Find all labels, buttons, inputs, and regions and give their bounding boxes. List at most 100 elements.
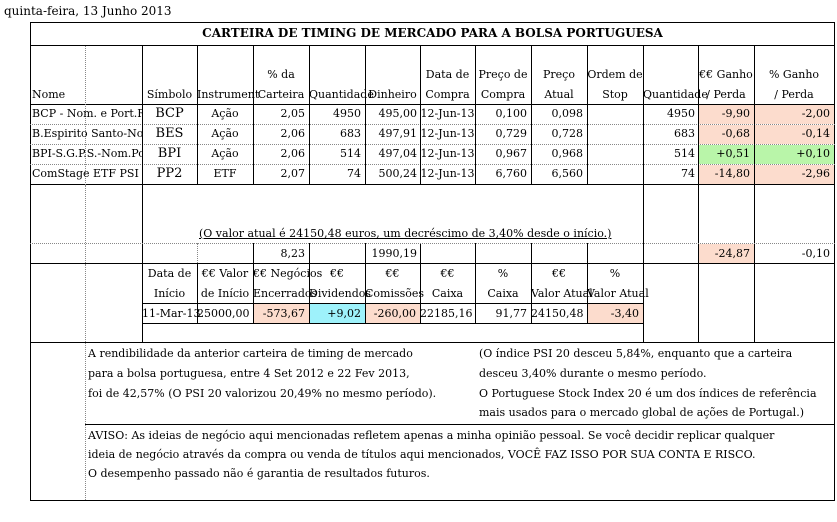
summary-header-8b: Valor Atual (531, 287, 593, 300)
header-data-2: Compra (425, 88, 470, 101)
header-ganho-eur-2: / Perda (706, 88, 746, 101)
header-dinheiro: Dinheiro (368, 88, 417, 101)
summary-header-7a: % (497, 267, 509, 280)
cell-ganho-pct: -2,96 (801, 167, 830, 180)
total-carteira: 8,23 (280, 247, 306, 260)
header-preco-compra-1: Preço de (478, 68, 528, 81)
summary-header-9b: Valor Atual (587, 287, 649, 300)
summary-negocios: -573,67 (262, 307, 305, 320)
cell-dinheiro: 497,91 (378, 127, 418, 140)
cell-ganho-eur: -14,80 (714, 167, 750, 180)
cell-preco-compra: 0,729 (495, 127, 528, 140)
summary-pct-valor-atual: -3,40 (610, 307, 639, 320)
total-ganho-pct: -0,10 (801, 247, 830, 260)
header-ganho-pct-2: / Perda (774, 88, 814, 101)
summary-dividendos: +9,02 (327, 307, 361, 320)
summary-header-8a: €€ (552, 267, 566, 280)
cell-preco-compra: 0,967 (495, 147, 528, 160)
header-preco-atual-1: Preço (543, 68, 575, 81)
cell-simbolo: BPI (157, 146, 182, 161)
header-ganho-eur-1: €€ Ganho (699, 68, 753, 81)
cell-simbolo: BCP (155, 106, 184, 121)
summary-caixa: 22185,16 (420, 307, 473, 320)
cell-quantidade-2: 683 (674, 127, 695, 140)
summary-valor-inicio: 25000,00 (197, 307, 250, 320)
total-ganho-eur: -24,87 (714, 247, 750, 260)
summary-header-2b: de Início (200, 287, 250, 300)
cell-data: 12-Jun-13 (420, 107, 475, 120)
cell-instrument: Ação (211, 107, 239, 120)
header-carteira-1: % da (267, 68, 295, 81)
cell-data: 12-Jun-13 (420, 147, 475, 160)
date-label: quinta-feira, 13 Junho 2013 (4, 4, 172, 18)
cell-preco-atual: 0,968 (551, 147, 584, 160)
cell-nome: BCP - Nom. e Port.Re (32, 107, 142, 120)
cell-instrument: Ação (211, 147, 239, 160)
summary-header-6a: €€ (440, 267, 455, 280)
summary-comissoes: -260,00 (373, 307, 416, 320)
cell-quantidade: 74 (347, 167, 361, 180)
cell-carteira: 2,07 (280, 167, 306, 180)
cell-preco-compra: 6,760 (495, 167, 528, 180)
cell-data: 12-Jun-13 (420, 167, 475, 180)
note-right-line: (O índice PSI 20 desceu 5,84%, enquanto … (479, 347, 793, 360)
cell-quantidade-2: 4950 (667, 107, 695, 120)
summary-valor-atual: 24150,48 (531, 307, 584, 320)
cell-quantidade-2: 74 (681, 167, 695, 180)
cell-quantidade: 514 (340, 147, 361, 160)
summary-header-2a: €€ Valor (201, 267, 249, 280)
summary-header-9a: % (609, 267, 621, 280)
cell-carteira: 2,06 (280, 127, 306, 140)
summary-header-7b: Caixa (487, 287, 519, 300)
header-simbolo: Símbolo (146, 88, 193, 101)
header-ganho-pct-1: % Ganho (768, 68, 820, 81)
note-right-line: desceu 3,40% durante o mesmo período. (479, 367, 707, 380)
cell-ganho-eur: -0,68 (721, 127, 750, 140)
summary-data-inicio: 11-Mar-13 (142, 307, 201, 320)
cell-nome: BPI-S.G.P.S.-Nom.Por (32, 147, 142, 160)
note-left-line: para a bolsa portuguesa, entre 4 Set 201… (88, 367, 410, 380)
header-quantidade: Quantidade (309, 88, 374, 101)
summary-header-5b: Comissões (365, 287, 425, 300)
total-dinheiro: 1990,19 (371, 247, 418, 260)
cell-quantidade-2: 514 (674, 147, 695, 160)
cell-quantidade: 4950 (333, 107, 361, 120)
cell-dinheiro: 500,24 (378, 167, 418, 180)
cell-preco-atual: 0,098 (551, 107, 584, 120)
summary-header-5a: €€ (385, 267, 400, 280)
cell-ganho-pct: +0,10 (796, 147, 830, 160)
cell-simbolo: BES (155, 126, 184, 141)
cell-nome: ComStage ETF PSI 20 (32, 167, 142, 180)
note-left-line: foi de 42,57% (O PSI 20 valorizou 20,49%… (88, 387, 437, 400)
header-nome: Nome (32, 88, 66, 101)
cell-quantidade: 683 (340, 127, 361, 140)
cell-carteira: 2,05 (280, 107, 306, 120)
note-left-line: A rendibilidade da anterior carteira de … (88, 347, 413, 360)
disclaimer-line: O desempenho passado não é garantia de r… (88, 467, 430, 480)
page-title: CARTEIRA DE TIMING DE MERCADO PARA A BOL… (202, 26, 663, 40)
header-instrument: Instrument (197, 88, 260, 101)
summary-header-4b: Dividendos (309, 287, 372, 300)
cell-instrument: ETF (213, 167, 237, 180)
valor-atual-note: (O valor atual é 24150,48 euros, um decr… (199, 227, 612, 240)
summary-pct-caixa: 91,77 (495, 307, 528, 320)
cell-ganho-eur: +0,51 (716, 147, 750, 160)
header-quantidade-2: Quantidade (643, 88, 708, 101)
header-carteira-2: Carteira (257, 88, 305, 101)
header-ordem-2: Stop (602, 88, 628, 101)
cell-dinheiro: 497,04 (378, 147, 418, 160)
cell-ganho-pct: -0,14 (801, 127, 830, 140)
cell-dinheiro: 495,00 (378, 107, 418, 120)
summary-header-3a: €€ Negócios (253, 267, 323, 280)
summary-header-6b: Caixa (431, 287, 464, 300)
summary-header-1b: Início (153, 287, 186, 300)
cell-ganho-eur: -9,90 (721, 107, 750, 120)
cell-carteira: 2,06 (280, 147, 306, 160)
header-preco-compra-2: Compra (480, 88, 526, 101)
header-ordem-1: Ordem de (587, 68, 643, 81)
cell-instrument: Ação (211, 127, 239, 140)
cell-preco-atual: 0,728 (551, 127, 584, 140)
summary-header-1a: Data de (147, 267, 192, 280)
header-data-1: Data de (425, 68, 470, 81)
disclaimer-line: ideia de negócio através da compra ou ve… (88, 448, 756, 461)
